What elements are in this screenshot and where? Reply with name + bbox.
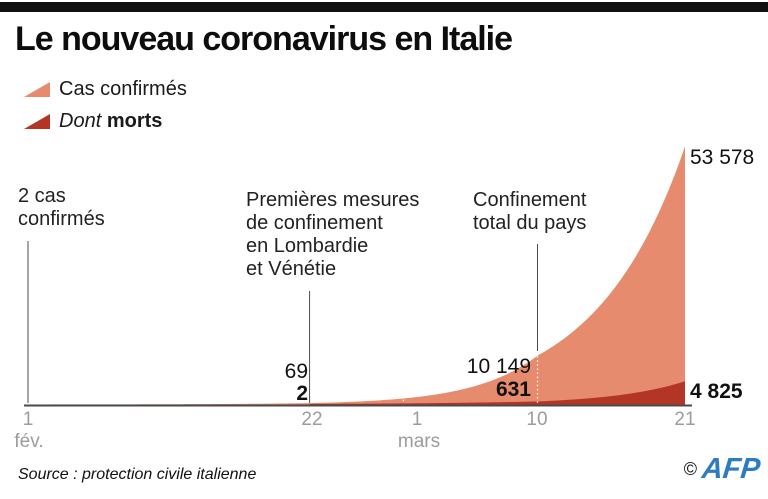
annotation-first-cases: 2 cas confirmés — [18, 185, 105, 230]
value-confirmed-mar10: 10 149 — [466, 355, 531, 378]
deaths-area — [309, 381, 685, 405]
value-deaths-mar10: 631 — [495, 378, 531, 401]
value-deaths-feb22: 2 — [296, 382, 308, 405]
credit: © AFP — [683, 453, 762, 485]
legend: Cas confirmés Dont morts — [24, 76, 187, 140]
legend-item-confirmed: Cas confirmés — [24, 76, 187, 102]
value-confirmed-feb22: 69 — [284, 360, 308, 383]
x-tick-mar10: 10 — [526, 409, 548, 430]
confirmed-area — [28, 146, 685, 405]
deaths-swatch-icon — [24, 113, 50, 129]
legend-label-confirmed: Cas confirmés — [59, 77, 187, 100]
x-tick-feb-month: fév. — [14, 431, 44, 452]
x-tick-feb22: 22 — [301, 409, 323, 430]
x-tick-mar21: 21 — [674, 409, 696, 430]
annotation-regional-lockdown: Premières mesures de confinement en Lomb… — [246, 189, 420, 280]
legend-item-deaths: Dont morts — [24, 108, 187, 134]
confirmed-swatch-icon — [24, 81, 50, 97]
value-confirmed-final: 53 578 — [690, 146, 755, 169]
x-tick-mar1: 1 — [411, 409, 423, 430]
annotation-national-lockdown: Confinement total du pays — [473, 189, 587, 234]
source-text: Source : protection civile italienne — [18, 466, 257, 483]
value-deaths-final: 4 825 — [690, 380, 743, 403]
x-tick-mars-month: mars — [397, 431, 441, 452]
afp-logo: AFP — [700, 453, 762, 485]
page-title: Le nouveau coronavirus en Italie — [15, 20, 513, 58]
legend-label-deaths: Dont morts — [59, 109, 163, 132]
copyright-icon: © — [683, 459, 697, 479]
x-tick-feb1: 1 — [22, 409, 34, 430]
top-bar — [0, 2, 768, 12]
